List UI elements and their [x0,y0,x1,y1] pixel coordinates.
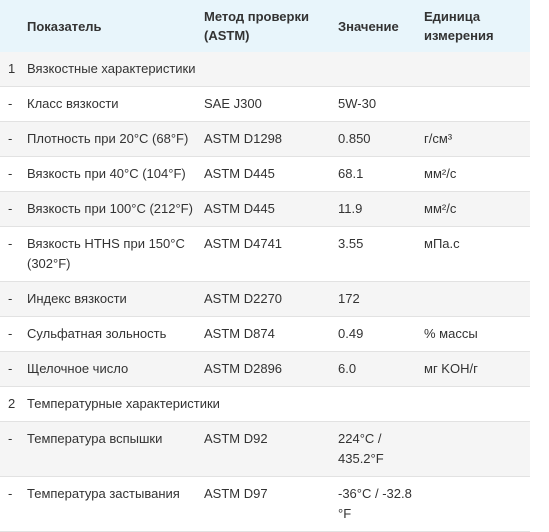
table-row: - Вязкость HTHS при 150°C (302°F) ASTM D47… [0,226,530,282]
cell-num: - [0,421,20,477]
cell-unit [417,476,530,532]
cell-method: ASTM D92 [197,421,331,477]
cell-parameter: Вязкостные характеристики [20,52,530,87]
table-row: - Класс вязкости SAE J300 5W-30 [0,86,530,122]
cell-num: 2 [0,386,20,422]
cell-value: 5W-30 [331,86,417,122]
cell-unit: мм²/с [417,156,530,192]
cell-parameter: Температура застывания [20,476,197,532]
cell-value: 3.55 [331,226,417,282]
cell-unit: мг KOH/г [417,351,530,387]
cell-num: - [0,351,20,387]
table-row: - Вязкость при 40°C (104°F) ASTM D445 68.1 м… [0,156,530,192]
cell-value: 0.850 [331,121,417,157]
cell-num: - [0,156,20,192]
specifications-table: Показатель Метод проверки (ASTM) Значени… [0,0,530,532]
cell-parameter: Вязкость при 40°C (104°F) [20,156,197,192]
cell-method: ASTM D445 [197,191,331,227]
table-row: - Индекс вязкости ASTM D2270 172 [0,281,530,317]
cell-num: - [0,86,20,122]
cell-num: - [0,316,20,352]
cell-parameter: Плотность при 20°C (68°F) [20,121,197,157]
cell-value: 11.9 [331,191,417,227]
cell-value: 224°C / 435.2°F [331,421,417,477]
cell-unit: г/см³ [417,121,530,157]
header-method: Метод проверки (ASTM) [197,0,331,52]
cell-method: ASTM D2896 [197,351,331,387]
cell-unit [417,421,530,477]
cell-unit: мПа.с [417,226,530,282]
cell-method: ASTM D1298 [197,121,331,157]
cell-value: 0.49 [331,316,417,352]
cell-unit: мм²/с [417,191,530,227]
cell-num: - [0,281,20,317]
cell-parameter: Индекс вязкости [20,281,197,317]
cell-num: - [0,226,20,282]
cell-method: ASTM D445 [197,156,331,192]
cell-num: - [0,191,20,227]
cell-unit: % массы [417,316,530,352]
cell-method: ASTM D874 [197,316,331,352]
header-parameter: Показатель [20,0,197,52]
table-row: - Температура застывания ASTM D97 -36°C / -… [0,476,530,532]
cell-unit [417,281,530,317]
cell-value: 172 [331,281,417,317]
cell-method: ASTM D97 [197,476,331,532]
header-row: Показатель Метод проверки (ASTM) Значени… [0,0,530,52]
cell-method: SAE J300 [197,86,331,122]
cell-parameter: Температурные характеристики [20,386,530,422]
cell-num: - [0,121,20,157]
cell-parameter: Класс вязкости [20,86,197,122]
cell-parameter: Температура вспышки [20,421,197,477]
cell-unit [417,86,530,122]
cell-value: 6.0 [331,351,417,387]
cell-method: ASTM D2270 [197,281,331,317]
table-row: - Плотность при 20°C (68°F) ASTM D1298 0.85… [0,121,530,157]
cell-parameter: Сульфатная зольность [20,316,197,352]
cell-num: - [0,476,20,532]
header-number [0,0,20,52]
table-header: Показатель Метод проверки (ASTM) Значени… [0,0,530,52]
cell-parameter: Вязкость при 100°C (212°F) [20,191,197,227]
cell-parameter: Щелочное число [20,351,197,387]
table-row: - Температура вспышки ASTM D92 224°C / 435.… [0,421,530,477]
cell-num: 1 [0,52,20,87]
header-unit: Единица измерения [417,0,530,52]
table-body: 1 Вязкостные характеристики - Класс вязкост… [0,52,530,532]
section-row: 2 Температурные характеристики [0,386,530,422]
cell-method: ASTM D4741 [197,226,331,282]
table-row: - Щелочное число ASTM D2896 6.0 мг KOH/г [0,351,530,387]
section-row: 1 Вязкостные характеристики [0,52,530,87]
table-row: - Сульфатная зольность ASTM D874 0.49% масс… [0,316,530,352]
cell-value: 68.1 [331,156,417,192]
cell-value: -36°C / -32.8 °F [331,476,417,532]
table-row: - Вязкость при 100°C (212°F) ASTM D445 11.9… [0,191,530,227]
header-value: Значение [331,0,417,52]
cell-parameter: Вязкость HTHS при 150°C (302°F) [20,226,197,282]
